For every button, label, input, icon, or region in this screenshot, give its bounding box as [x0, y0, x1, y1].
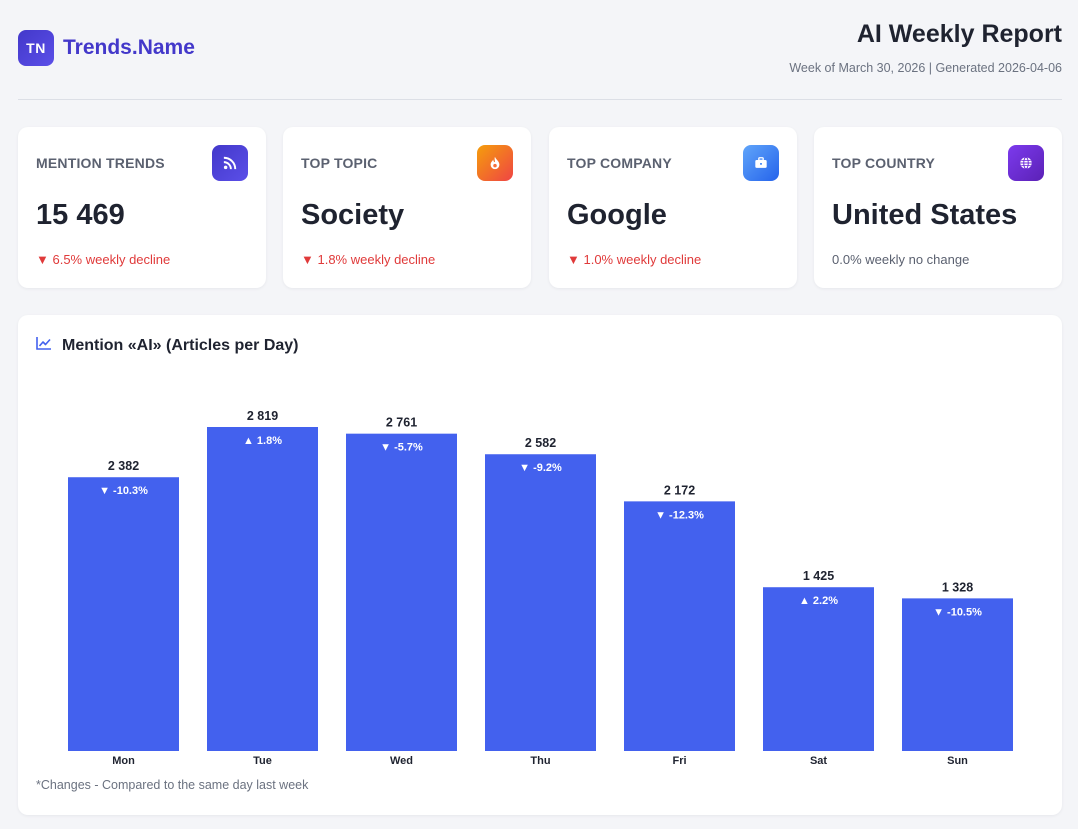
report-header: TN Trends.Name AI Weekly Report Week of …: [18, 18, 1062, 100]
bar-value-label: 2 582: [525, 436, 556, 450]
card-mention-trends: MENTION TRENDS 15 469 ▼ 6.5% weekly decl…: [18, 127, 266, 288]
card-top-country: TOP COUNTRY United States 0.0% weekly no…: [814, 127, 1062, 288]
card-label: TOP COMPANY: [567, 155, 672, 171]
bar-change-label: ▼ -5.7%: [380, 442, 423, 454]
brand-name: Trends.Name: [63, 36, 195, 59]
bar-value-label: 2 382: [108, 459, 139, 473]
card-change: ▼ 1.0% weekly decline: [567, 252, 702, 267]
card-change: ▼ 1.8% weekly decline: [301, 252, 436, 267]
card-label: MENTION TRENDS: [36, 155, 165, 171]
report-title-block: AI Weekly Report Week of March 30, 2026 …: [789, 20, 1062, 75]
x-tick-label: Fri: [672, 755, 686, 767]
bar-value-label: 1 425: [803, 569, 834, 583]
bar-mon: [68, 477, 179, 751]
bar-change-label: ▼ -9.2%: [519, 462, 562, 474]
card-label: TOP COUNTRY: [832, 155, 936, 171]
bar-sat: [763, 587, 874, 751]
bar-chart: 2 382 ▼ -10.3% Mon 2 819 ▲ 1.8% Tue 2 761 ▼ -5.…: [68, 409, 1013, 767]
bar-fri: [624, 501, 735, 751]
card-value: Society: [301, 199, 405, 231]
bar-change-label: ▲ 2.2%: [799, 595, 838, 607]
x-tick-label: Sat: [810, 755, 827, 767]
bar-thu: [485, 454, 596, 751]
x-tick-label: Wed: [390, 755, 413, 767]
bar-value-label: 2 172: [664, 483, 695, 497]
bar-change-label: ▼ -10.5%: [933, 606, 982, 618]
bar-sun: [902, 598, 1013, 751]
card-top-company: TOP COMPANY Google ▼ 1.0% weekly decline: [549, 127, 797, 288]
card-value: 15 469: [36, 199, 125, 231]
bar-change-label: ▼ -10.3%: [99, 485, 148, 497]
x-tick-label: Tue: [253, 755, 272, 767]
card-change: 0.0% weekly no change: [832, 252, 970, 267]
report-subtitle: Week of March 30, 2026 | Generated 2026-…: [789, 61, 1062, 75]
bar-change-label: ▼ -12.3%: [655, 509, 704, 521]
x-tick-label: Sun: [947, 755, 968, 767]
briefcase-icon: [743, 145, 779, 181]
brand[interactable]: TN Trends.Name: [18, 30, 195, 66]
card-change: ▼ 6.5% weekly decline: [36, 252, 171, 267]
chart-card: Mention «AI» (Articles per Day) 2 382 ▼ -…: [18, 315, 1062, 815]
chart-title: Mention «AI» (Articles per Day): [62, 336, 299, 354]
bar-value-label: 2 761: [386, 416, 417, 430]
bar-value-label: 1 328: [942, 580, 973, 594]
globe-icon: [1008, 145, 1044, 181]
report-title: AI Weekly Report: [856, 20, 1062, 48]
card-label: TOP TOPIC: [301, 155, 378, 171]
kpi-cards: MENTION TRENDS 15 469 ▼ 6.5% weekly decl…: [18, 127, 1062, 288]
bar-wed: [346, 433, 457, 751]
card-value: Google: [567, 199, 667, 231]
card-top-topic: TOP TOPIC Society ▼ 1.8% weekly decline: [283, 127, 531, 288]
x-tick-label: Mon: [112, 755, 135, 767]
bar-change-label: ▲ 1.8%: [243, 435, 282, 447]
chart-footnote: *Changes - Compared to the same day last…: [36, 778, 309, 792]
line-chart-icon: [36, 336, 52, 355]
brand-logo: TN: [18, 30, 54, 66]
chart-header: Mention «AI» (Articles per Day): [36, 336, 299, 355]
rss-icon: [212, 145, 248, 181]
x-tick-label: Thu: [530, 755, 550, 767]
bar-value-label: 2 819: [247, 409, 278, 423]
card-value: United States: [832, 199, 1018, 231]
bar-tue: [207, 427, 318, 751]
fire-icon: [477, 145, 513, 181]
